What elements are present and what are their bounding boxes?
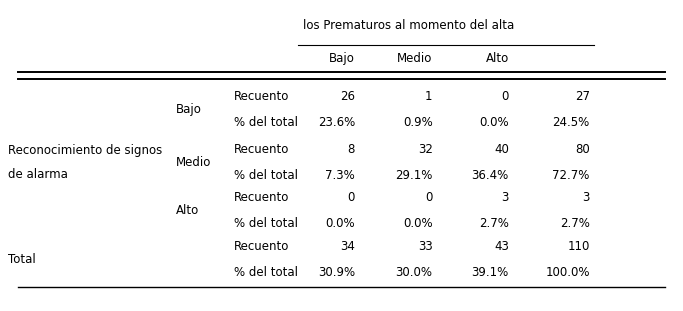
- Text: 0.0%: 0.0%: [403, 217, 432, 230]
- Text: 26: 26: [340, 90, 355, 103]
- Text: Bajo: Bajo: [176, 103, 202, 116]
- Text: 2.7%: 2.7%: [479, 217, 509, 230]
- Text: 27: 27: [575, 90, 590, 103]
- Text: 33: 33: [418, 240, 432, 253]
- Text: 3: 3: [583, 191, 590, 204]
- Text: Total: Total: [8, 253, 36, 266]
- Text: % del total: % del total: [234, 217, 298, 230]
- Text: Alto: Alto: [176, 204, 199, 217]
- Text: Recuento: Recuento: [234, 240, 289, 253]
- Text: 7.3%: 7.3%: [325, 169, 355, 182]
- Text: 36.4%: 36.4%: [471, 169, 509, 182]
- Text: 39.1%: 39.1%: [471, 266, 509, 279]
- Text: 0.0%: 0.0%: [325, 217, 355, 230]
- Text: 8: 8: [348, 143, 355, 156]
- Text: 40: 40: [494, 143, 509, 156]
- Text: 100.0%: 100.0%: [545, 266, 590, 279]
- Text: de alarma: de alarma: [8, 168, 68, 181]
- Text: Medio: Medio: [398, 52, 432, 65]
- Text: Alto: Alto: [486, 52, 509, 65]
- Text: 23.6%: 23.6%: [318, 116, 355, 129]
- Text: 0.0%: 0.0%: [479, 116, 509, 129]
- Text: 24.5%: 24.5%: [553, 116, 590, 129]
- Text: Reconocimiento de signos: Reconocimiento de signos: [8, 144, 162, 157]
- Text: 34: 34: [340, 240, 355, 253]
- Text: 72.7%: 72.7%: [553, 169, 590, 182]
- Text: Bajo: Bajo: [329, 52, 355, 65]
- Text: 2.7%: 2.7%: [560, 217, 590, 230]
- Text: 0: 0: [348, 191, 355, 204]
- Text: 0: 0: [426, 191, 432, 204]
- Text: 29.1%: 29.1%: [395, 169, 432, 182]
- Text: 30.0%: 30.0%: [395, 266, 432, 279]
- Text: % del total: % del total: [234, 266, 298, 279]
- Text: Recuento: Recuento: [234, 143, 289, 156]
- Text: Recuento: Recuento: [234, 90, 289, 103]
- Text: 110: 110: [568, 240, 590, 253]
- Text: % del total: % del total: [234, 169, 298, 182]
- Text: 32: 32: [418, 143, 432, 156]
- Text: % del total: % del total: [234, 116, 298, 129]
- Text: los Prematuros al momento del alta: los Prematuros al momento del alta: [303, 19, 514, 32]
- Text: 1: 1: [425, 90, 432, 103]
- Text: 30.9%: 30.9%: [318, 266, 355, 279]
- Text: 3: 3: [501, 191, 509, 204]
- Text: 80: 80: [575, 143, 590, 156]
- Text: Recuento: Recuento: [234, 191, 289, 204]
- Text: Medio: Medio: [176, 156, 212, 169]
- Text: 43: 43: [494, 240, 509, 253]
- Text: 0: 0: [501, 90, 509, 103]
- Text: 0.9%: 0.9%: [403, 116, 432, 129]
